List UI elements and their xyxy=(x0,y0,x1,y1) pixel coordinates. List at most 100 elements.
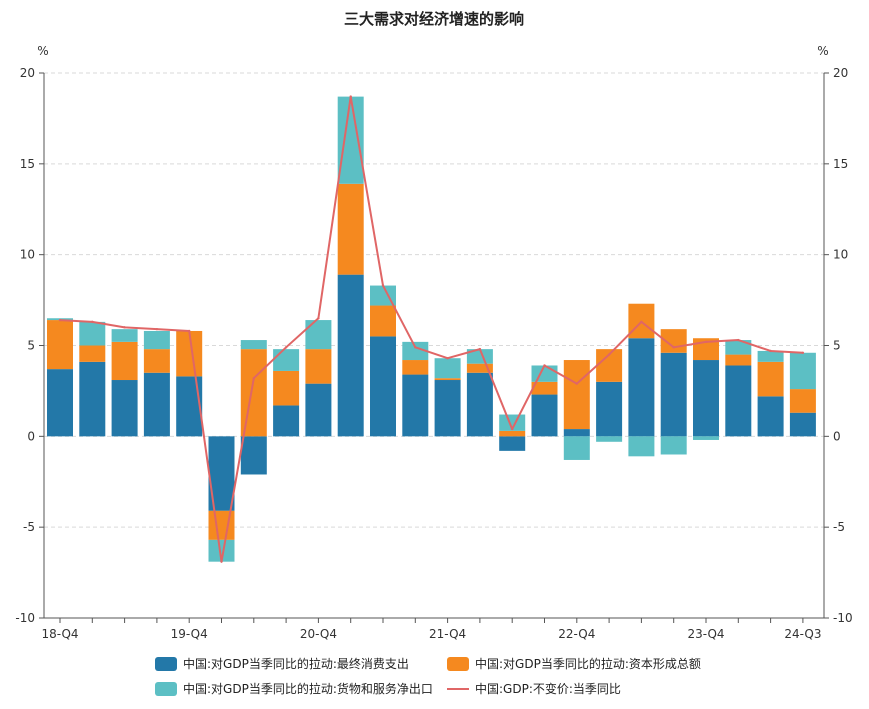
bar-segment-s0-19-Q1 xyxy=(79,361,106,437)
x-tick-label-23-Q4: 23-Q4 xyxy=(687,627,724,641)
x-tick-label-20-Q4: 20-Q4 xyxy=(300,627,337,641)
bar-segment-s2-21-Q3 xyxy=(402,341,429,361)
bar-segment-s2-21-Q2 xyxy=(370,285,396,306)
bar-segment-s0-21-Q1 xyxy=(337,274,364,437)
bar-segment-s0-23-Q1 xyxy=(596,381,623,437)
bar-segment-s0-20-Q4 xyxy=(305,383,332,437)
gdp-point-21-Q3 xyxy=(414,346,417,349)
bar-segment-s2-24-Q3 xyxy=(789,352,816,390)
bar-segment-s0-19-Q4 xyxy=(176,376,203,437)
bar-segment-s2-20-Q1 xyxy=(208,539,235,562)
bar-segment-s0-22-Q4 xyxy=(563,429,590,437)
x-tick-label-21-Q4: 21-Q4 xyxy=(429,627,466,641)
gdp-point-20-Q1 xyxy=(220,560,223,563)
bar-segment-s2-20-Q4 xyxy=(305,320,332,350)
gdp-point-20-Q3 xyxy=(284,346,288,349)
grid-lines xyxy=(44,72,824,528)
bar-segment-s2-24-Q2 xyxy=(757,350,784,362)
bar-segment-s2-23-Q2 xyxy=(628,436,655,457)
y-tick-label-left: -5 xyxy=(23,520,35,534)
bar-segment-s1-24-Q2 xyxy=(757,361,784,397)
bar-segment-s2-22-Q4 xyxy=(563,436,590,460)
bar-segment-s0-22-Q3 xyxy=(531,394,558,437)
bar-segment-s0-18-Q4 xyxy=(47,369,73,437)
bar-segment-s2-20-Q2 xyxy=(240,340,267,350)
legend-swatch-2 xyxy=(155,682,177,696)
bar-segment-s1-22-Q1 xyxy=(466,363,493,373)
gdp-point-23-Q2 xyxy=(640,320,643,324)
bar-segment-s1-21-Q4 xyxy=(434,378,461,381)
bar-segment-s1-20-Q4 xyxy=(305,349,332,384)
bar-segment-s0-20-Q2 xyxy=(240,436,267,475)
bar-segment-s1-19-Q2 xyxy=(111,341,138,381)
gdp-point-21-Q4 xyxy=(446,357,449,360)
gdp-point-23-Q4 xyxy=(704,340,708,344)
gdp-point-23-Q1 xyxy=(607,353,611,356)
x-tick-label-18-Q4: 18-Q4 xyxy=(41,627,78,641)
bar-segment-s2-19-Q2 xyxy=(111,329,138,342)
y-tick-label-right: -5 xyxy=(833,520,845,534)
axes: -10 -10 -5 -5 0 0 5 5 10 10 15 15 20 20 18-Q4 19-Q4 20-Q… xyxy=(15,66,852,641)
bar-segment-s0-22-Q1 xyxy=(466,372,493,437)
y-tick-label-left: -10 xyxy=(15,611,35,625)
gdp-point-23-Q3 xyxy=(672,346,675,349)
bar-segment-s1-20-Q2 xyxy=(240,349,267,437)
bar-segment-s1-24-Q3 xyxy=(789,389,816,413)
bar-segment-s1-24-Q1 xyxy=(725,354,752,366)
line-layer xyxy=(58,95,805,563)
bar-segment-s1-22-Q2 xyxy=(499,430,526,437)
bar-segment-s1-19-Q1 xyxy=(79,345,106,362)
legend-label-3: 中国:GDP:不变价:当季同比 xyxy=(475,681,621,696)
bar-segment-s1-21-Q2 xyxy=(370,305,396,337)
bar-segment-s0-24-Q1 xyxy=(725,365,752,437)
bar-segment-s1-19-Q4 xyxy=(176,330,203,377)
y-tick-label-left: 20 xyxy=(20,66,35,80)
right-axis-unit: % xyxy=(817,44,828,58)
gdp-point-21-Q1 xyxy=(349,95,352,98)
legend-swatch-0 xyxy=(155,657,177,671)
bar-segment-s1-18-Q4 xyxy=(47,320,73,370)
bar-segment-s0-21-Q2 xyxy=(370,336,396,437)
y-tick-label-left: 5 xyxy=(27,339,35,353)
bar-segment-s2-22-Q2 xyxy=(499,414,526,431)
gdp-line xyxy=(59,95,803,563)
legend: 中国:对GDP当季同比的拉动:最终消费支出 中国:对GDP当季同比的拉动:资本形成… xyxy=(155,656,701,696)
bar-segment-s0-21-Q3 xyxy=(402,374,429,437)
bar-segment-s0-23-Q3 xyxy=(660,352,687,437)
legend-label-1: 中国:对GDP当季同比的拉动:资本形成总额 xyxy=(475,656,701,671)
y-tick-label-right: 15 xyxy=(833,157,848,171)
bar-segment-s0-24-Q3 xyxy=(789,412,816,437)
bar-segment-s0-20-Q3 xyxy=(273,405,300,437)
gdp-point-22-Q4 xyxy=(575,382,578,385)
bar-segment-s2-20-Q3 xyxy=(273,349,300,371)
bar-segment-s1-21-Q3 xyxy=(402,360,429,375)
bar-segment-s2-22-Q1 xyxy=(466,349,493,364)
legend-label-2: 中国:对GDP当季同比的拉动:货物和服务净出口 xyxy=(183,681,433,696)
y-tick-label-right: 0 xyxy=(833,429,841,443)
bar-segment-s2-23-Q3 xyxy=(660,436,687,455)
bar-segment-s2-24-Q1 xyxy=(725,340,752,355)
gdp-point-24-Q1 xyxy=(737,338,740,342)
x-tick-label-24-Q3: 24-Q3 xyxy=(784,627,821,641)
gdp-point-22-Q1 xyxy=(478,347,482,351)
y-tick-label-right: 20 xyxy=(833,66,848,80)
bar-segment-s1-22-Q4 xyxy=(563,360,590,430)
bar-segment-s2-19-Q1 xyxy=(79,321,106,346)
bar-segment-s0-21-Q4 xyxy=(434,380,461,437)
y-tick-label-right: 10 xyxy=(833,248,848,262)
legend-label-0: 中国:对GDP当季同比的拉动:最终消费支出 xyxy=(183,656,409,671)
y-tick-label-right: -10 xyxy=(833,611,853,625)
gdp-point-19-Q4 xyxy=(188,329,191,333)
y-tick-label-right: 5 xyxy=(833,339,841,353)
bar-segment-s1-22-Q3 xyxy=(531,381,558,395)
gdp-point-19-Q2 xyxy=(123,326,126,329)
left-axis-unit: % xyxy=(37,44,48,58)
y-tick-label-left: 15 xyxy=(20,157,35,171)
chart-title: 三大需求对经济增速的影响 xyxy=(344,10,524,28)
x-tick-label-19-Q4: 19-Q4 xyxy=(171,627,208,641)
bar-segment-s0-23-Q4 xyxy=(693,360,719,437)
bar-segment-s2-22-Q3 xyxy=(531,365,558,382)
gdp-point-22-Q3 xyxy=(543,364,546,367)
gdp-point-24-Q3 xyxy=(801,351,805,354)
